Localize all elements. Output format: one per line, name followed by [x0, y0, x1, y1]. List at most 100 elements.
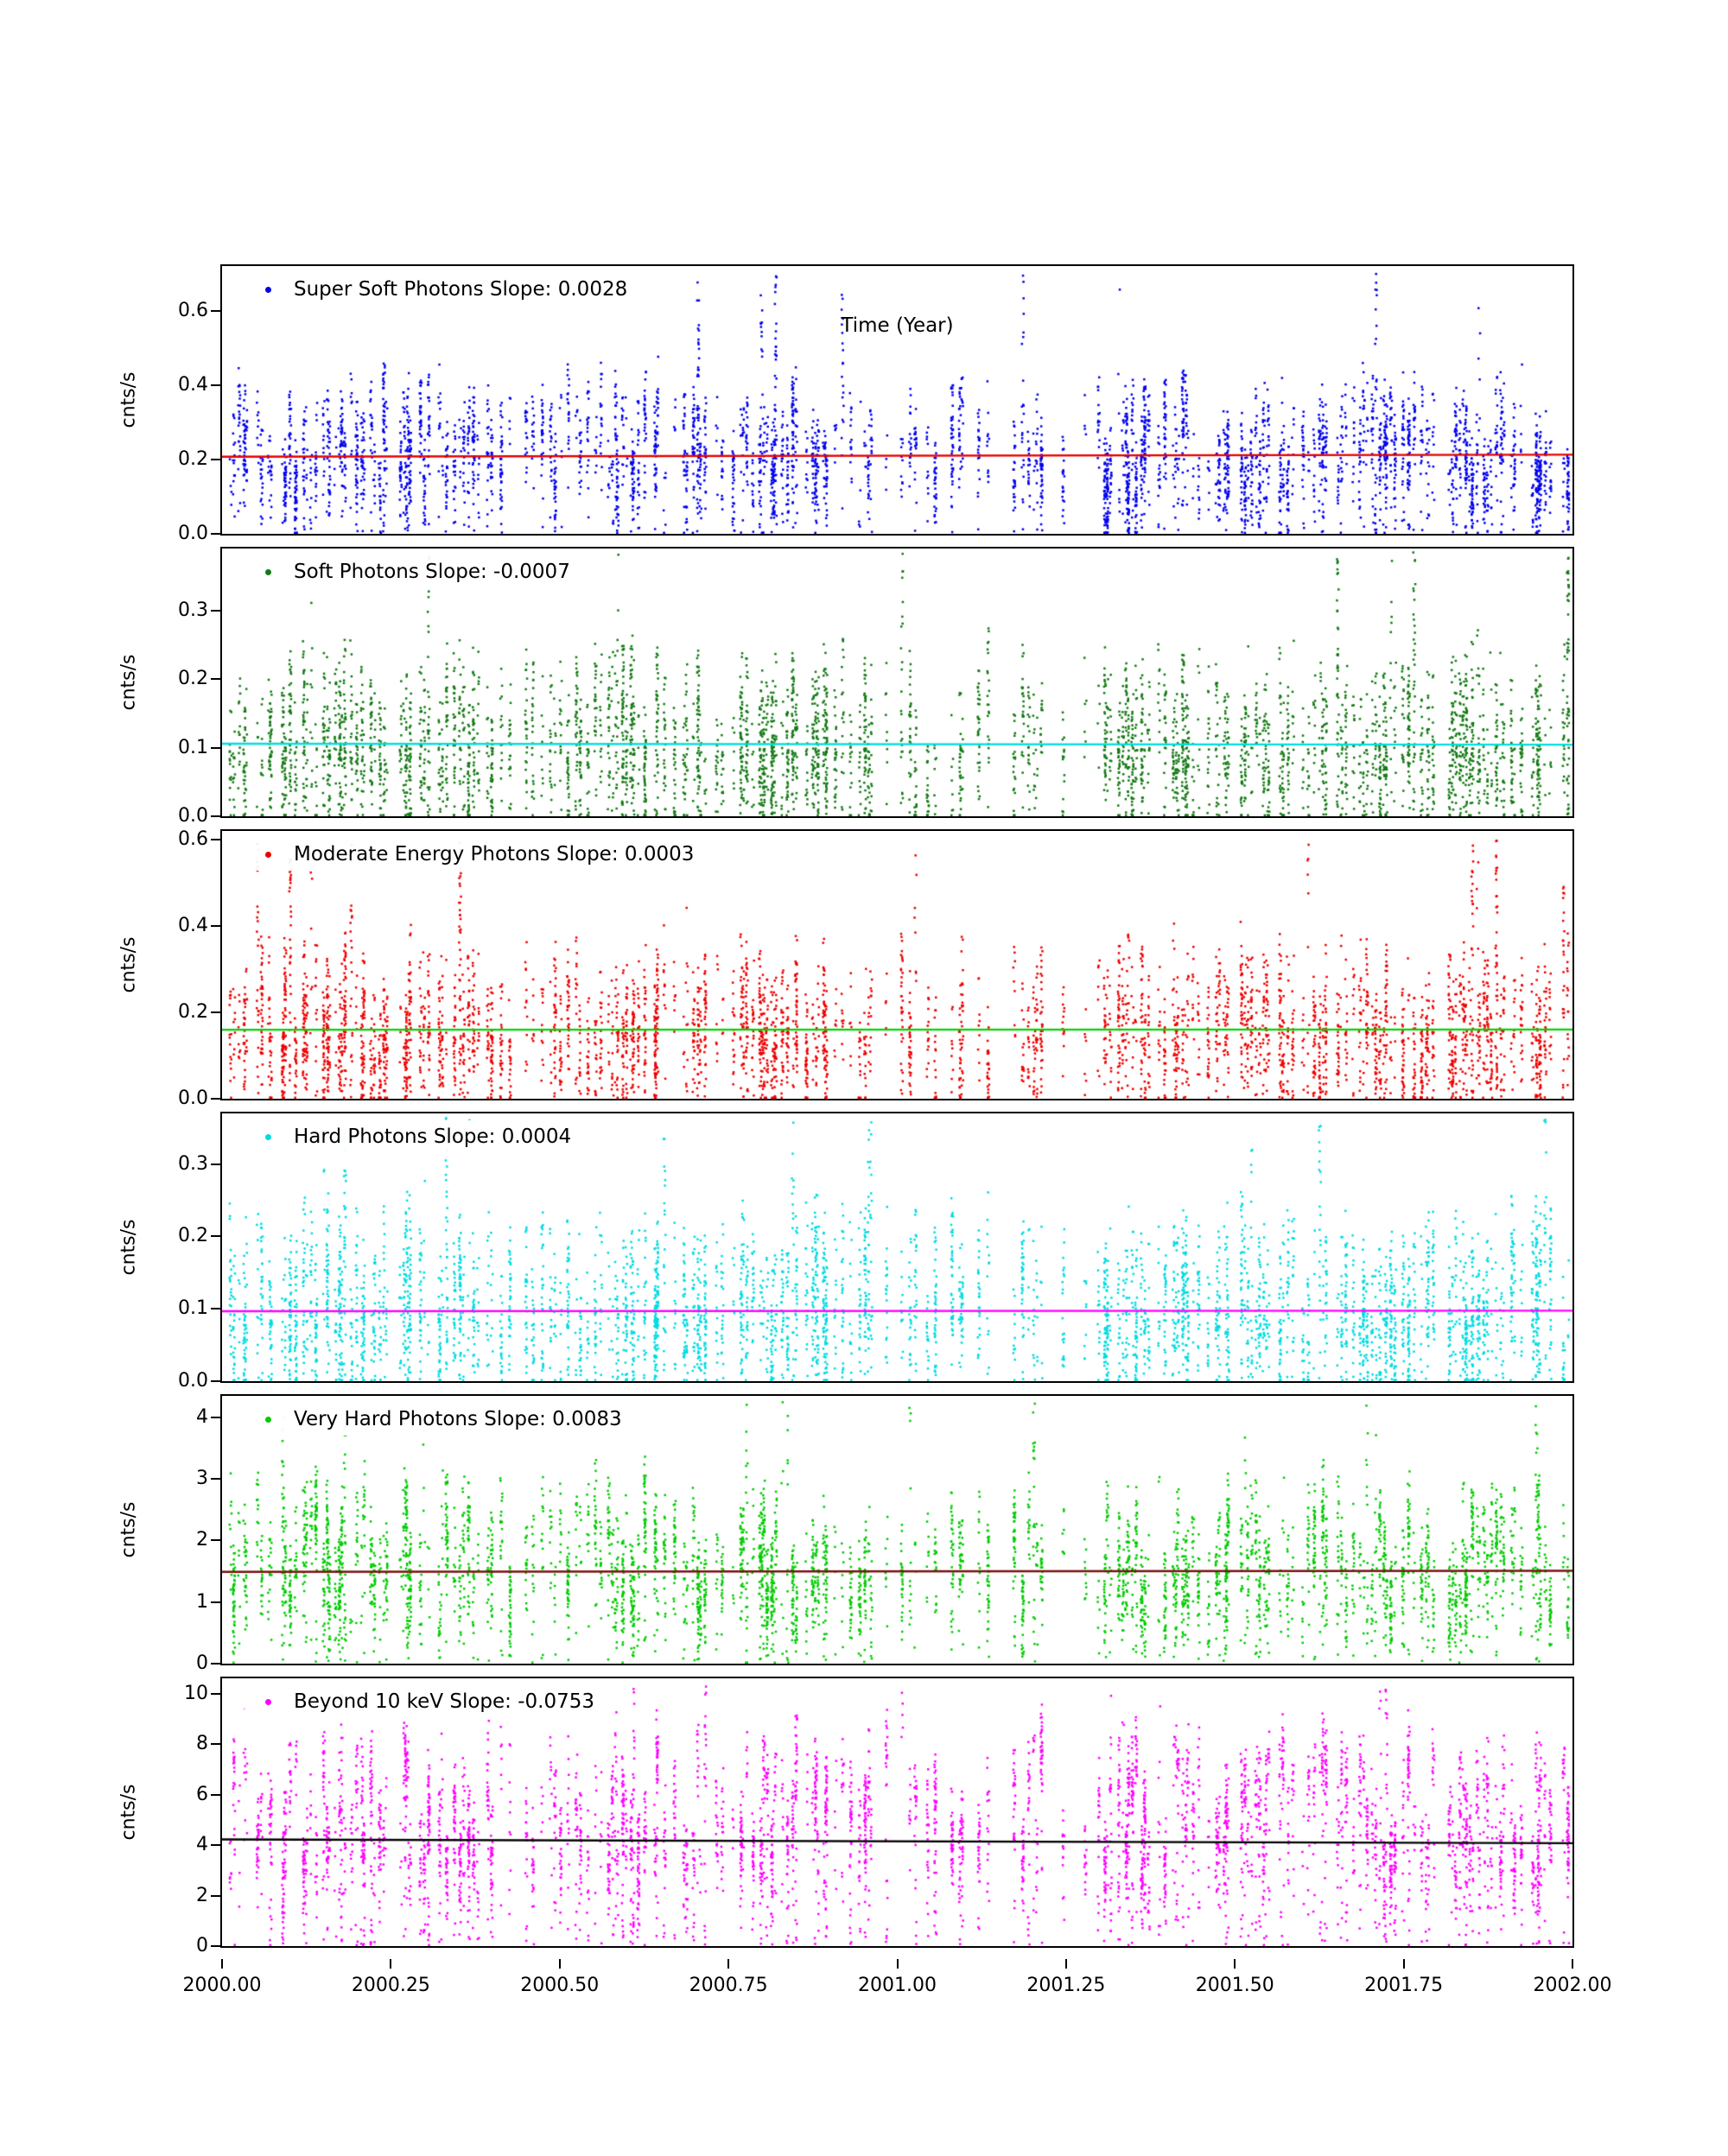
x-tick-mark [1234, 1959, 1236, 1969]
y-tick-mark [211, 1894, 220, 1897]
x-tick-label: 2001.25 [1026, 1975, 1106, 1996]
y-tick-mark [211, 1011, 220, 1013]
legend-super-soft: Super Soft Photons Slope: 0.0028 [245, 273, 640, 306]
y-tick-label: 0.4 [178, 915, 208, 936]
y-tick-label: 0.2 [178, 668, 208, 690]
x-tick-mark [390, 1959, 392, 1969]
y-axis-label: cnts/s [118, 654, 140, 711]
y-tick-label: 4 [196, 1405, 208, 1428]
y-tick-mark [211, 309, 220, 312]
y-tick-mark [211, 1380, 220, 1382]
legend-label: Very Hard Photons Slope: 0.0083 [294, 1408, 622, 1430]
x-tick-label: 2000.25 [351, 1975, 430, 1996]
y-tick-mark [211, 609, 220, 612]
y-tick-label: 0.1 [178, 736, 208, 758]
y-tick-mark [211, 815, 220, 817]
y-tick-mark [211, 1692, 220, 1695]
y-tick-label: 0 [196, 1935, 208, 1956]
y-tick-mark [211, 1793, 220, 1796]
legend-label: Super Soft Photons Slope: 0.0028 [294, 278, 628, 301]
y-tick-mark [211, 839, 220, 840]
x-tick-mark [558, 1959, 561, 1969]
y-tick-label: 0.2 [178, 1001, 208, 1023]
x-tick-label: 2000.00 [182, 1975, 262, 1996]
legend-marker-icon [265, 568, 271, 575]
y-tick-label: 8 [196, 1733, 208, 1755]
x-axis-label: Time (Year) [841, 314, 954, 337]
x-tick-label: 2001.50 [1195, 1975, 1274, 1996]
y-tick-label: 6 [196, 1783, 208, 1805]
scatter-canvas-soft [222, 549, 1572, 816]
y-tick-label: 0.0 [178, 523, 208, 544]
y-tick-label: 0.6 [178, 828, 208, 850]
x-tick-label: 2002.00 [1533, 1975, 1612, 1996]
scatter-canvas-hard [222, 1113, 1572, 1381]
legend-label: Soft Photons Slope: -0.0007 [294, 561, 570, 583]
x-tick-mark [1064, 1959, 1067, 1969]
panel-very-hard-photons: cnts/s Very Hard Photons Slope: 0.0083 0… [118, 1394, 1574, 1673]
y-axis-label: cnts/s [118, 1784, 140, 1841]
y-tick-label: 0.4 [178, 373, 208, 396]
y-tick-mark [211, 1478, 220, 1481]
legend-soft: Soft Photons Slope: -0.0007 [245, 555, 582, 588]
scatter-canvas-super-soft [222, 266, 1572, 534]
y-axis-label: cnts/s [118, 371, 140, 428]
scatter-canvas-very-hard [222, 1396, 1572, 1664]
y-tick-mark [211, 925, 220, 927]
legend-marker-icon [265, 286, 271, 293]
y-tick-label: 0.0 [178, 805, 208, 827]
x-tick-mark [896, 1959, 899, 1969]
y-tick-mark [211, 533, 220, 535]
legend-label: Beyond 10 keV Slope: -0.0753 [294, 1690, 595, 1713]
y-tick-label: 0.3 [178, 599, 208, 621]
scatter-canvas-moderate [222, 831, 1572, 1099]
x-tick-mark [221, 1959, 223, 1969]
panel-hard-photons: cnts/s Hard Photons Slope: 0.0004 0.0 0.1… [118, 1112, 1574, 1391]
panel-beyond-10kev: cnts/s Beyond 10 keV Slope: -0.0753 0 2 4 6… [118, 1677, 1574, 1956]
y-tick-label: 0.6 [178, 299, 208, 321]
y-tick-mark [211, 1539, 220, 1542]
y-tick-mark [211, 1601, 220, 1603]
legend-marker-icon [265, 1698, 271, 1705]
scatter-canvas-beyond-10kev [222, 1678, 1572, 1946]
y-axis-label: cnts/s [118, 936, 140, 993]
panel-moderate-energy-photons: cnts/s Moderate Energy Photons Slope: 0.… [118, 829, 1574, 1108]
legend-beyond-10kev: Beyond 10 keV Slope: -0.0753 [245, 1685, 607, 1718]
y-axis-label: cnts/s [118, 1501, 140, 1558]
y-tick-label: 10 [184, 1682, 208, 1704]
y-tick-label: 0.0 [178, 1370, 208, 1392]
x-axis: 2000.00 2000.25 2000.50 2000.75 2001.00 2001.… [183, 1959, 1611, 2011]
legend-label: Moderate Energy Photons Slope: 0.0003 [294, 843, 695, 866]
y-tick-label: 0.0 [178, 1088, 208, 1109]
legend-marker-icon [265, 851, 271, 858]
y-tick-mark [211, 1945, 220, 1947]
x-tick-label: 2001.00 [858, 1975, 937, 1996]
y-tick-mark [211, 678, 220, 681]
y-tick-mark [211, 1163, 220, 1165]
y-tick-mark [211, 458, 220, 460]
y-tick-label: 2 [196, 1529, 208, 1551]
y-tick-label: 3 [196, 1468, 208, 1490]
y-tick-label: 0.2 [178, 447, 208, 470]
y-tick-label: 0.2 [178, 1225, 208, 1247]
legend-marker-icon [265, 1133, 271, 1140]
y-tick-label: 4 [196, 1834, 208, 1856]
y-tick-label: 0.1 [178, 1297, 208, 1320]
y-tick-label: 0 [196, 1652, 208, 1674]
y-tick-label: 0.3 [178, 1152, 208, 1175]
y-tick-label: 2 [196, 1884, 208, 1906]
panel-super-soft-photons: cnts/s Super Soft Photons Slope: 0.0028 … [118, 264, 1574, 543]
legend-label: Hard Photons Slope: 0.0004 [294, 1126, 572, 1148]
x-tick-label: 2000.50 [520, 1975, 600, 1996]
y-tick-mark [211, 384, 220, 386]
light-curve-figure: cnts/s Super Soft Photons Slope: 0.0028 … [118, 264, 1611, 2011]
legend-very-hard: Very Hard Photons Slope: 0.0083 [245, 1403, 634, 1436]
y-tick-mark [211, 1844, 220, 1847]
y-tick-mark [211, 1416, 220, 1418]
y-tick-mark [211, 1308, 220, 1310]
legend-hard: Hard Photons Slope: 0.0004 [245, 1120, 584, 1153]
panel-soft-photons: cnts/s Soft Photons Slope: -0.0007 0.0 0.… [118, 547, 1574, 826]
y-axis-label: cnts/s [118, 1219, 140, 1276]
x-tick-mark [727, 1959, 730, 1969]
x-tick-label: 2001.75 [1364, 1975, 1444, 1996]
